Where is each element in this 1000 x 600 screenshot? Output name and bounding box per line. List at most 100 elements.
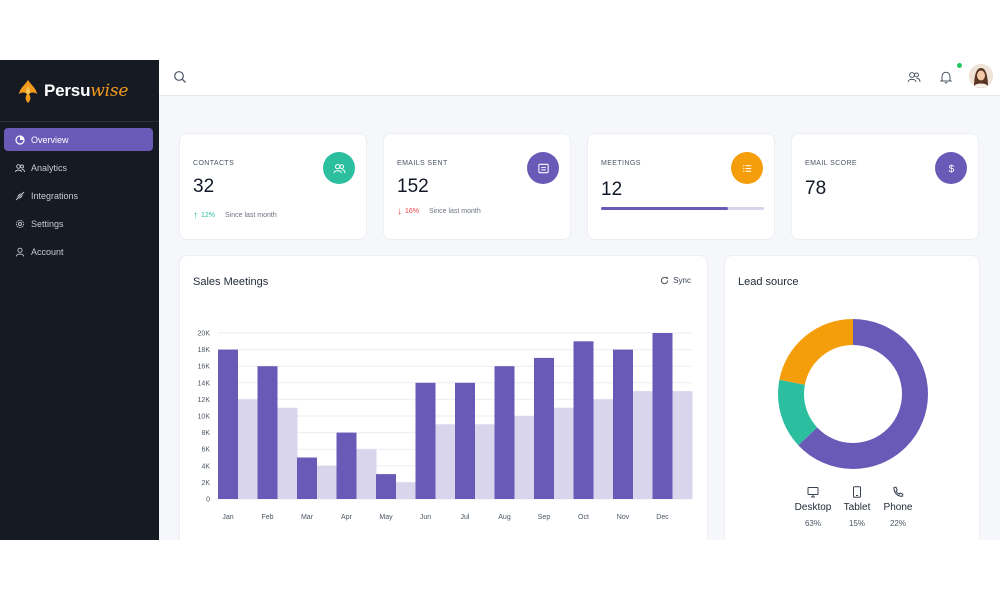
sidebar-item-account[interactable]: Account [4,240,153,263]
bar-last-year [554,407,574,499]
y-tick-label: 8K [201,430,210,437]
arrow-down-icon: ↓ [397,206,402,217]
users-icon[interactable] [907,70,921,84]
y-tick-label: 14K [198,380,211,387]
gear-icon [15,219,25,228]
sidebar-item-label: Integrations [31,190,79,201]
sidebar-item-analytics[interactable]: Analytics [4,156,153,179]
lead-title: Lead source [738,276,799,288]
stat-icon-meetings [731,152,763,184]
sidebar-item-label: Analytics [31,162,68,173]
x-tick-label: Apr [341,514,353,521]
stat-icon-score: $ [935,152,967,184]
stat-icon-emails [527,152,559,184]
search-icon[interactable] [173,70,187,84]
sidebar: Persuwise Overview Analytics Integration… [0,60,159,540]
device-name: Phone [883,502,913,513]
lead-source-donut-chart [778,319,928,469]
meetings-progress-bar [601,207,764,210]
bar-this-year [534,357,554,499]
pie-chart-icon [15,134,25,145]
stat-card-email-score: EMAIL SCORE 78 $ [791,133,979,240]
x-tick-label: May [379,514,393,521]
bar-last-year [396,482,416,499]
plug-icon [15,191,25,200]
bar-last-year [277,407,298,499]
users-icon [332,163,346,173]
stat-label: EMAIL SCORE [805,160,857,167]
refresh-icon [661,276,669,285]
trend-percent: 12% [201,212,216,219]
bar-this-year [257,366,278,499]
app-window: Persuwise Overview Analytics Integration… [0,60,1000,540]
notification-dot [957,63,962,68]
bell-icon[interactable] [939,70,953,84]
device-percent: 22% [889,519,906,528]
stat-label: CONTACTS [193,160,235,167]
avatar-image [969,64,993,88]
sync-button[interactable]: Sync [660,276,691,285]
bar-last-year [514,416,535,499]
stat-value: 12 [601,179,623,200]
donut-slice-phone [778,319,928,469]
sidebar-item-label: Account [31,246,64,257]
lead-source-card: Lead source Desktop 63% Tablet 15% Phone… [724,255,980,540]
device-name: Desktop [794,502,832,513]
sidebar-item-settings[interactable]: Settings [4,212,153,235]
sales-bar-chart: 0 2K 4K 6K 8K 10K 12K 14K 16K 18K 20K Jan Feb Mar Apr M… [198,331,693,521]
logo[interactable]: Persuwise [0,60,159,122]
device-percent: 63% [804,519,821,528]
stat-icon-contacts [323,152,355,184]
device-percent: 15% [848,519,865,528]
device-desktop: Desktop 63% [788,486,838,528]
brand-name: Persuwise [44,81,128,101]
x-tick-label: Jun [420,514,431,521]
dollar-icon: $ [948,164,954,175]
trend-row: ↓ 16% Since last month [397,206,481,217]
trend-since: Since last month [429,208,481,215]
stat-label: MEETINGS [601,160,641,167]
avatar[interactable] [969,64,993,88]
stat-value: 78 [805,178,827,199]
y-tick-label: 2K [201,480,210,487]
trend-since: Since last month [225,212,277,219]
stat-card-contacts: CONTACTS 32 ↑ 12% Since last month [179,133,367,240]
sidebar-nav: Overview Analytics Integrations Settings… [0,122,159,263]
message-icon [537,163,549,173]
sync-label: Sync [673,276,691,285]
x-tick-label: Feb [261,514,273,521]
x-tick-label: Jul [461,514,470,521]
x-tick-label: Mar [301,514,314,521]
user-icon [15,247,25,257]
bar-this-year [494,366,515,499]
phoenix-logo-icon [19,79,37,103]
bar-this-year [218,349,238,499]
svg-text:$: $ [948,164,954,175]
top-bar [159,60,1000,96]
x-tick-label: Aug [498,514,511,521]
stat-card-meetings: MEETINGS 12 [587,133,775,240]
bar-last-year [475,424,495,499]
phone-icon [893,486,904,497]
y-tick-label: 20K [198,331,211,338]
sales-meetings-card: Sales Meetings Sync 0 2K 4K 6K 8K 10K 12K 14K 16… [179,255,708,540]
y-tick-label: 4K [201,463,210,470]
y-tick-label: 18K [198,347,211,354]
brand-accent: wise [90,80,129,101]
sidebar-item-label: Settings [31,218,64,229]
bar-this-year [652,333,673,499]
y-tick-label: 12K [198,397,211,404]
x-tick-label: Sep [538,514,551,521]
x-tick-label: Nov [617,514,630,521]
device-phone: Phone 22% [873,486,923,528]
y-tick-label: 0 [206,497,210,504]
tablet-icon [853,486,861,498]
bar-last-year [317,465,337,499]
monitor-icon [807,487,819,498]
bar-last-year [593,399,614,499]
sidebar-item-overview[interactable]: Overview [4,128,153,151]
users-icon [15,163,25,172]
sidebar-item-label: Overview [31,134,69,145]
sidebar-item-integrations[interactable]: Integrations [4,184,153,207]
x-tick-label: Jan [222,514,233,521]
